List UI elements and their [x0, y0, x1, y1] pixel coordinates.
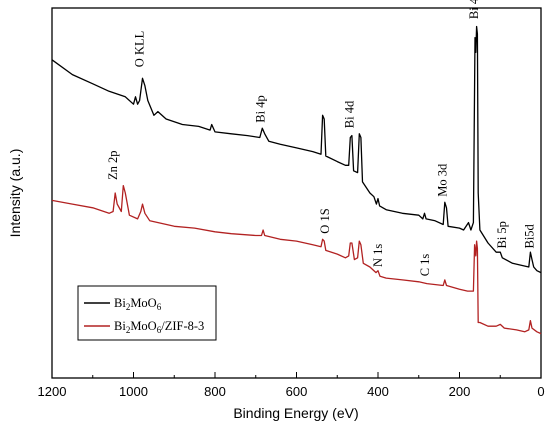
x-tick-label: 800: [204, 384, 226, 399]
x-tick-label: 1000: [119, 384, 148, 399]
x-axis-tick-labels: 1200 1000 800 600 400 200 0: [38, 384, 545, 399]
x-tick-label: 600: [286, 384, 308, 399]
x-axis-title: Binding Energy (eV): [233, 405, 358, 421]
x-tick-label: 200: [449, 384, 471, 399]
peak-label: Bi 5p: [495, 221, 509, 248]
legend-label-part: 2: [126, 302, 131, 312]
peak-label: Bi5d: [523, 223, 537, 248]
legend-label-0: Bi2MoO6: [114, 296, 162, 312]
x-tick-label: 0: [537, 384, 544, 399]
peak-label: Mo 3d: [436, 163, 450, 197]
legend-label-part: 6: [157, 302, 162, 312]
series-layer: [51, 25, 542, 335]
x-tick-label: 1200: [38, 384, 67, 399]
peak-annotations: O KLL Bi 4p Bi 4d Bi 4f Zn 2p Mo 3d O 1S Bi 5p B…: [106, 0, 537, 276]
series-line-0: [51, 25, 542, 274]
peak-label: Bi 4d: [343, 100, 357, 128]
legend-label-1: Bi2MoO6/ZIF-8-3: [114, 319, 204, 335]
peak-label: C 1s: [418, 254, 432, 277]
legend-label-part: Bi: [114, 319, 126, 333]
series-line-1: [51, 184, 542, 335]
x-tick-label: 400: [367, 384, 389, 399]
peak-label: Bi 4f: [467, 0, 481, 19]
peak-label: O 1S: [318, 208, 332, 233]
peak-label: Bi 4p: [254, 95, 268, 122]
legend-label-part: 2: [126, 325, 131, 335]
legend-box: [77, 285, 217, 341]
peak-label: N 1s: [371, 244, 385, 267]
peak-label: Zn 2p: [106, 150, 120, 180]
x-axis-ticks: [51, 372, 542, 378]
y-axis-title: Intensity (a.u.): [7, 149, 23, 238]
legend-label-part: 6: [157, 325, 162, 335]
legend-label-part: MoO: [130, 296, 156, 310]
peak-label: O KLL: [133, 31, 147, 67]
legend-label-part: MoO: [130, 319, 156, 333]
legend-label-part: Bi: [114, 296, 126, 310]
legend-label-part: /ZIF-8-3: [161, 319, 204, 333]
